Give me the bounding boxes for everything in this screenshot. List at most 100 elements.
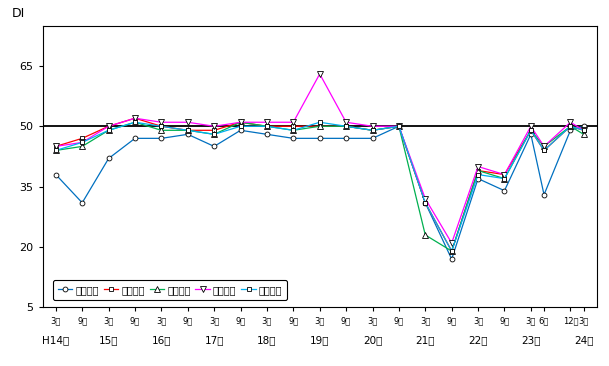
県南地域 (263, 120, 270, 124)
鹿行地域 (263, 124, 270, 128)
県南地域 (501, 172, 508, 177)
鹿行地域 (52, 148, 60, 153)
県北地域 (79, 201, 86, 205)
県央地域 (211, 128, 218, 132)
県南地域 (540, 144, 547, 149)
県央地域 (395, 124, 403, 128)
鹿行地域 (211, 132, 218, 137)
鹿行地域 (369, 128, 376, 132)
県央地域 (567, 124, 574, 128)
県南地域 (567, 120, 574, 124)
県南地域 (211, 124, 218, 128)
鹿行地域 (474, 168, 482, 173)
県南地域 (395, 124, 403, 128)
県央地域 (474, 168, 482, 173)
県央地域 (316, 124, 323, 128)
県西地域 (580, 128, 587, 132)
鹿行地域 (395, 124, 403, 128)
県北地域 (290, 136, 297, 141)
県北地域 (237, 128, 244, 132)
県北地域 (395, 124, 403, 128)
県央地域 (263, 124, 270, 128)
県北地域 (527, 132, 535, 137)
Line: 県北地域: 県北地域 (54, 124, 586, 262)
鹿行地域 (501, 176, 508, 181)
鹿行地域 (132, 120, 139, 124)
県北地域 (448, 257, 456, 261)
県西地域 (567, 124, 574, 128)
県北地域 (211, 144, 218, 149)
県南地域 (369, 124, 376, 128)
県西地域 (448, 249, 456, 253)
県央地域 (580, 128, 587, 132)
県南地域 (237, 120, 244, 124)
Line: 県央地域: 県央地域 (54, 116, 586, 253)
県北地域 (52, 172, 60, 177)
県北地域 (580, 124, 587, 128)
県西地域 (158, 124, 165, 128)
鹿行地域 (184, 128, 191, 132)
Text: DI: DI (12, 7, 26, 20)
県西地域 (474, 172, 482, 177)
県西地域 (105, 128, 112, 132)
県北地域 (132, 136, 139, 141)
県央地域 (369, 128, 376, 132)
県央地域 (184, 128, 191, 132)
県央地域 (52, 144, 60, 149)
鹿行地域 (316, 124, 323, 128)
県央地域 (501, 172, 508, 177)
県南地域 (184, 120, 191, 124)
鹿行地域 (158, 128, 165, 132)
県西地域 (316, 120, 323, 124)
Line: 鹿行地域: 鹿行地域 (53, 119, 586, 254)
県央地域 (237, 120, 244, 124)
県西地域 (79, 140, 86, 145)
県南地域 (474, 164, 482, 169)
県西地域 (263, 124, 270, 128)
県西地域 (132, 120, 139, 124)
県北地域 (263, 132, 270, 137)
県央地域 (158, 124, 165, 128)
県西地域 (421, 201, 429, 205)
県西地域 (527, 128, 535, 132)
県西地域 (52, 148, 60, 153)
鹿行地域 (540, 144, 547, 149)
県北地域 (184, 132, 191, 137)
鹿行地域 (448, 249, 456, 253)
県西地域 (501, 176, 508, 181)
県北地域 (158, 136, 165, 141)
県南地域 (421, 197, 429, 201)
県央地域 (540, 148, 547, 153)
県南地域 (105, 124, 112, 128)
県央地域 (342, 124, 350, 128)
県南地域 (290, 120, 297, 124)
県北地域 (105, 156, 112, 161)
県央地域 (132, 116, 139, 120)
県南地域 (448, 241, 456, 245)
鹿行地域 (567, 124, 574, 128)
県南地域 (527, 124, 535, 128)
鹿行地域 (580, 132, 587, 137)
県西地域 (540, 148, 547, 153)
鹿行地域 (421, 233, 429, 237)
県西地域 (395, 124, 403, 128)
県南地域 (52, 144, 60, 149)
鹿行地域 (527, 128, 535, 132)
鹿行地域 (290, 128, 297, 132)
県南地域 (79, 140, 86, 145)
Line: 県南地域: 県南地域 (53, 71, 586, 246)
県央地域 (290, 124, 297, 128)
県西地域 (369, 128, 376, 132)
県北地域 (369, 136, 376, 141)
県北地域 (501, 188, 508, 193)
鹿行地域 (79, 144, 86, 149)
県央地域 (448, 249, 456, 253)
鹿行地域 (105, 128, 112, 132)
県北地域 (316, 136, 323, 141)
県西地域 (211, 132, 218, 137)
県南地域 (342, 120, 350, 124)
県北地域 (474, 176, 482, 181)
県央地域 (527, 128, 535, 132)
県西地域 (237, 124, 244, 128)
県南地域 (132, 116, 139, 120)
